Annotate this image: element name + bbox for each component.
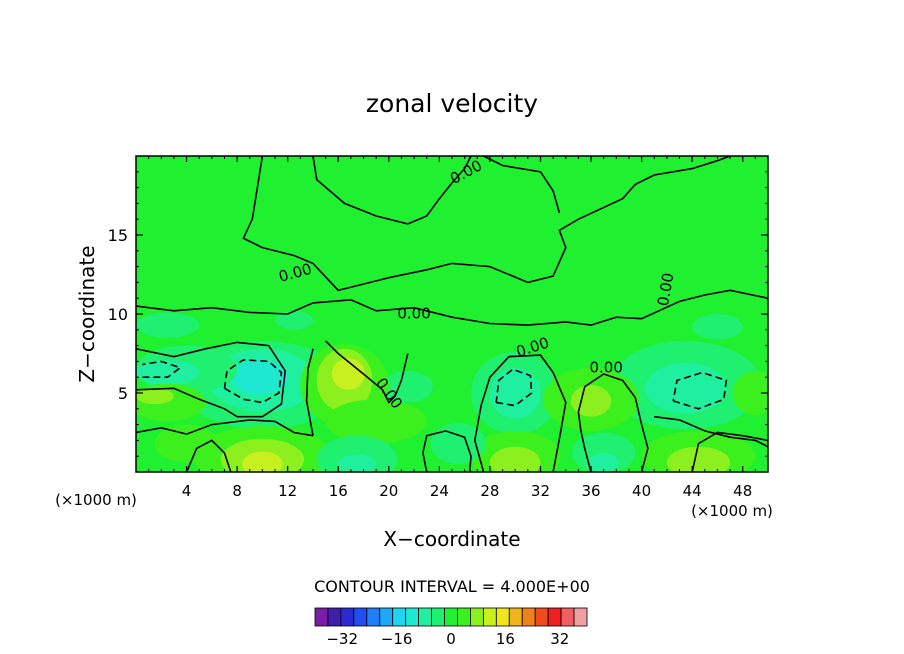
field-region bbox=[154, 424, 219, 463]
x-axis-label: X−coordinate bbox=[383, 527, 520, 551]
contour-line bbox=[312, 156, 472, 225]
colorbar-swatch bbox=[482, 607, 497, 627]
contour-line bbox=[654, 415, 768, 448]
field-region bbox=[136, 388, 174, 405]
contour-line bbox=[473, 354, 567, 472]
colorbar-swatch bbox=[470, 607, 484, 627]
contour-line bbox=[223, 358, 283, 404]
colorbar-swatch bbox=[547, 607, 562, 627]
contour-line bbox=[305, 348, 314, 436]
contour-label: 0.00 bbox=[397, 305, 430, 323]
field-regions bbox=[136, 310, 768, 472]
y-axis-label: Z−coordinate bbox=[75, 245, 99, 382]
x-unit-right: (×1000 m) bbox=[691, 502, 773, 520]
contour-line bbox=[483, 156, 561, 214]
colorbar-swatch bbox=[521, 607, 536, 627]
field-region bbox=[645, 362, 727, 414]
field-region bbox=[692, 314, 743, 340]
field-region bbox=[242, 451, 283, 472]
field-region bbox=[430, 423, 487, 465]
colorbar-swatch bbox=[457, 607, 471, 627]
contour-line bbox=[136, 419, 314, 437]
contour-interval-text: CONTOUR INTERVAL = 4.000E+00 bbox=[314, 577, 590, 596]
contour-label: 0.00 bbox=[654, 271, 678, 307]
colorbar-swatch bbox=[340, 607, 355, 627]
y-axis: 5 10 15 bbox=[108, 171, 768, 457]
x-tick-label: 8 bbox=[232, 482, 242, 500]
colorbar-swatch bbox=[418, 607, 432, 627]
contour-lines bbox=[136, 156, 768, 472]
field-region bbox=[331, 358, 365, 390]
plot-area bbox=[136, 156, 768, 472]
colorbar-tick-label: 16 bbox=[496, 630, 515, 648]
x-tick-label: 36 bbox=[581, 482, 600, 500]
contour-line bbox=[142, 360, 182, 378]
field-region bbox=[316, 435, 398, 472]
field-region bbox=[666, 446, 731, 472]
colorbar-swatch bbox=[431, 607, 445, 627]
colorbar-swatch bbox=[314, 607, 329, 627]
x-axis: 4 8 12 16 20 24 28 32 36 40 44 48 bbox=[148, 156, 769, 500]
y-tick-label: 5 bbox=[118, 384, 128, 403]
x-tick-label: 44 bbox=[683, 482, 702, 500]
colorbar bbox=[314, 607, 588, 627]
y-tick-label: 15 bbox=[108, 226, 128, 245]
colorbar-swatch bbox=[379, 607, 394, 627]
field-region bbox=[338, 454, 377, 472]
x-tick-label: 28 bbox=[480, 482, 499, 500]
x-tick-label: 40 bbox=[632, 482, 651, 500]
contour-line bbox=[136, 341, 287, 418]
x-tick-label: 32 bbox=[531, 482, 550, 500]
colorbar-tick-label: −16 bbox=[381, 630, 413, 648]
x-tick-label: 4 bbox=[182, 482, 192, 500]
contour-line bbox=[577, 373, 649, 472]
field-region bbox=[232, 359, 288, 395]
colorbar-tick-label: −32 bbox=[326, 630, 358, 648]
x-tick-label: 24 bbox=[430, 482, 449, 500]
contour-line bbox=[422, 430, 472, 472]
field-region bbox=[732, 370, 768, 416]
colorbar-tick-labels: −32 −16 0 16 32 bbox=[326, 630, 569, 648]
contour-line bbox=[691, 431, 768, 472]
field-region bbox=[489, 367, 541, 419]
colorbar-swatch bbox=[353, 607, 368, 627]
chart-title: zonal velocity bbox=[366, 89, 538, 118]
contour-line bbox=[136, 289, 768, 326]
field-region bbox=[325, 399, 427, 444]
field-region bbox=[489, 446, 541, 472]
colorbar-swatch bbox=[560, 607, 575, 627]
field-region bbox=[275, 310, 313, 330]
x-unit-left: (×1000 m) bbox=[55, 491, 137, 509]
colorbar-swatch bbox=[573, 607, 588, 627]
y-tick-label: 10 bbox=[108, 305, 128, 324]
contour-line bbox=[185, 439, 232, 472]
colorbar-tick-label: 32 bbox=[550, 630, 569, 648]
contour-label: 0.00 bbox=[590, 358, 623, 376]
contour-line bbox=[672, 371, 728, 410]
colorbar-swatch bbox=[327, 607, 342, 627]
colorbar-swatch bbox=[534, 607, 549, 627]
contour-line bbox=[242, 156, 731, 292]
colorbar-tick-label: 0 bbox=[446, 630, 456, 648]
x-tick-label: 12 bbox=[278, 482, 297, 500]
contour-line bbox=[325, 340, 409, 404]
colorbar-swatch bbox=[444, 607, 458, 627]
field-region bbox=[588, 453, 619, 472]
colorbar-swatch bbox=[405, 607, 420, 627]
contour-line bbox=[495, 368, 533, 407]
x-tick-label: 20 bbox=[379, 482, 398, 500]
field-region bbox=[570, 385, 612, 417]
colorbar-swatch bbox=[495, 607, 510, 627]
x-tick-label: 16 bbox=[329, 482, 348, 500]
field-region bbox=[136, 359, 200, 386]
x-tick-label: 48 bbox=[733, 482, 752, 500]
colorbar-swatch bbox=[392, 607, 407, 627]
field-region bbox=[136, 312, 200, 338]
colorbar-swatch bbox=[366, 607, 381, 627]
colorbar-swatch bbox=[508, 607, 523, 627]
